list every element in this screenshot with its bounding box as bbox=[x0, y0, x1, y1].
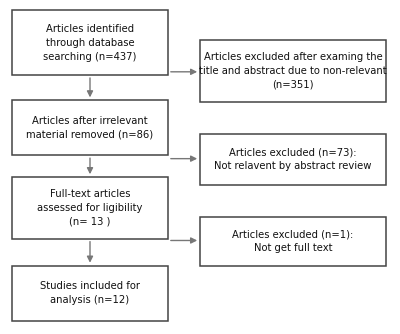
Bar bbox=[200, 40, 386, 102]
Text: Articles excluded after examing the
title and abstract due to non-relevant
(n=35: Articles excluded after examing the titl… bbox=[199, 52, 387, 90]
Text: Articles excluded (n=73):
Not relavent by abstract review: Articles excluded (n=73): Not relavent b… bbox=[214, 148, 372, 171]
Bar bbox=[200, 134, 386, 185]
Bar bbox=[12, 266, 168, 321]
Text: Studies included for
analysis (n=12): Studies included for analysis (n=12) bbox=[40, 281, 140, 305]
Text: Articles after irrelevant
material removed (n=86): Articles after irrelevant material remov… bbox=[26, 116, 154, 140]
Text: Articles identified
through database
searching (n=437): Articles identified through database sea… bbox=[43, 24, 137, 61]
Text: Articles excluded (n=1):
Not get full text: Articles excluded (n=1): Not get full te… bbox=[232, 229, 354, 253]
Bar bbox=[12, 100, 168, 155]
Bar bbox=[12, 177, 168, 239]
Bar bbox=[200, 217, 386, 266]
Bar bbox=[12, 10, 168, 75]
Text: Full-text articles
assessed for ligibility
(n= 13 ): Full-text articles assessed for ligibili… bbox=[37, 189, 143, 227]
